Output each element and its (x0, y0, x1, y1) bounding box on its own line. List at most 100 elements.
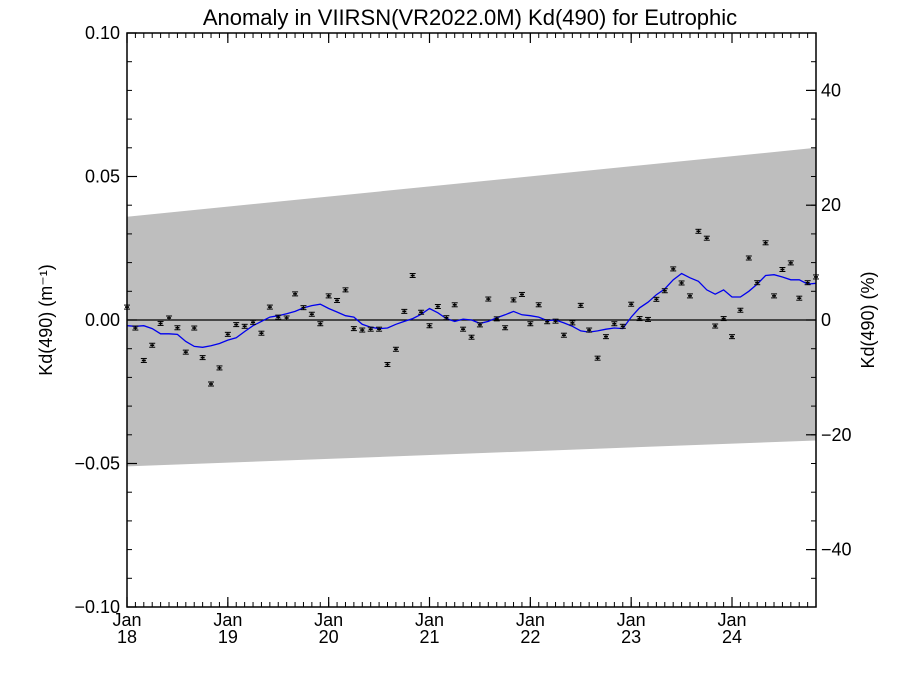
data-point (342, 287, 349, 293)
x-tick-year-label: 20 (319, 627, 339, 647)
data-point (401, 308, 408, 314)
data-point (308, 311, 315, 317)
right-tick-label: −20 (821, 425, 852, 445)
data-point (510, 297, 517, 303)
x-tick-month-label: Jan (314, 610, 343, 630)
smoothed-anomaly-line (126, 272, 817, 348)
right-tick-label: 40 (821, 80, 841, 100)
data-point (241, 323, 248, 329)
data-point (628, 301, 635, 307)
right-tick-label: −40 (821, 540, 852, 560)
right-tick-label: 0 (821, 310, 831, 330)
data-point (678, 280, 685, 286)
left-tick-label: 0.10 (85, 23, 120, 43)
x-tick-month-label: Jan (717, 610, 746, 630)
data-point (283, 315, 290, 321)
smoothed-line-layer (126, 272, 817, 348)
data-point (645, 316, 652, 322)
data-point (729, 334, 736, 340)
data-point (250, 319, 257, 325)
data-point (132, 325, 139, 331)
confidence-band-layer (127, 147, 816, 467)
uncertainty-band (127, 147, 816, 467)
data-point (602, 334, 609, 340)
x-tick-year-label: 21 (419, 627, 439, 647)
data-point (275, 314, 282, 320)
data-point (191, 325, 198, 331)
data-point (527, 321, 534, 327)
data-point (661, 288, 668, 294)
data-point (258, 330, 265, 336)
data-point (233, 322, 240, 328)
x-tick-month-label: Jan (617, 610, 646, 630)
data-point (762, 240, 769, 246)
data-point (443, 315, 450, 321)
data-point (552, 318, 559, 324)
data-point (502, 325, 509, 331)
data-point (216, 365, 223, 371)
data-point (804, 280, 811, 286)
x-tick-year-label: 18 (117, 627, 137, 647)
data-point (653, 296, 660, 302)
data-point (157, 320, 164, 326)
left-tick-label: 0.05 (85, 167, 120, 187)
data-point (586, 327, 593, 333)
data-point (611, 321, 618, 327)
x-tick-month-label: Jan (415, 610, 444, 630)
left-axis-label: Kd(490) (m⁻¹) (36, 264, 56, 376)
data-point (577, 302, 584, 308)
left-tick-label: −0.05 (74, 454, 120, 474)
data-point (149, 342, 156, 348)
data-point (317, 321, 324, 327)
data-point (266, 304, 273, 310)
data-points-layer (124, 228, 819, 387)
data-point (426, 323, 433, 329)
data-point (224, 331, 231, 337)
data-point (199, 355, 206, 361)
data-point (451, 302, 458, 308)
data-point (434, 304, 441, 310)
right-axis-label: Kd(490) (%) (858, 271, 878, 368)
data-point (796, 295, 803, 301)
data-point (418, 309, 425, 315)
data-point (535, 302, 542, 308)
x-tick-year-label: 23 (621, 627, 641, 647)
data-point (720, 316, 727, 322)
chart-title: Anomaly in VIIRSN(VR2022.0M) Kd(490) for… (203, 5, 737, 30)
data-point (367, 326, 374, 332)
data-point (468, 334, 475, 340)
data-point (292, 291, 299, 297)
data-point (569, 320, 576, 326)
x-tick-month-label: Jan (213, 610, 242, 630)
data-point (485, 296, 492, 302)
data-point (392, 346, 399, 352)
data-point (166, 315, 173, 321)
data-point (460, 326, 467, 332)
data-point (703, 235, 710, 241)
data-point (636, 316, 643, 322)
x-tick-month-label: Jan (516, 610, 545, 630)
data-point (207, 381, 214, 387)
data-point (325, 293, 332, 299)
data-point (476, 322, 483, 328)
data-point (670, 266, 677, 272)
left-axis: 0.10 0.05 0.00 −0.05 −0.10 (74, 23, 137, 617)
right-tick-label: 20 (821, 195, 841, 215)
data-point (695, 228, 702, 234)
data-point (594, 355, 601, 361)
left-tick-label: 0.00 (85, 310, 120, 330)
data-point (619, 323, 626, 329)
data-point (712, 323, 719, 329)
right-axis: 40 20 0 −20 −40 (806, 32, 852, 608)
x-tick-year-label: 24 (722, 627, 742, 647)
data-point (745, 255, 752, 261)
data-point (787, 260, 794, 266)
data-point (409, 273, 416, 279)
data-point (560, 332, 567, 338)
x-tick-month-label: Jan (112, 610, 141, 630)
data-point (376, 326, 383, 332)
data-point (771, 293, 778, 299)
data-point (686, 293, 693, 299)
data-point (359, 327, 366, 333)
